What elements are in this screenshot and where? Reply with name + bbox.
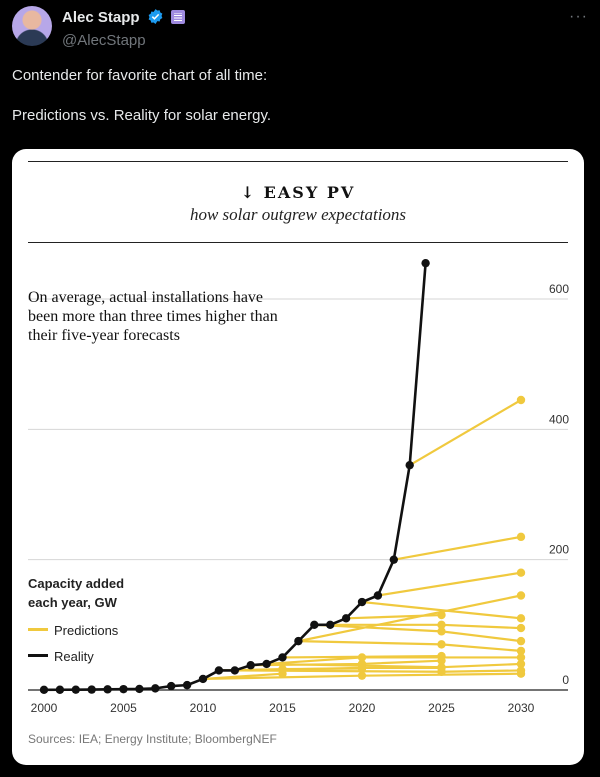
prediction-line xyxy=(393,535,522,561)
reality-point xyxy=(294,636,303,646)
reality-point xyxy=(182,680,192,690)
reality-point xyxy=(405,460,414,470)
prediction-point xyxy=(437,640,446,649)
prediction-point xyxy=(516,532,526,542)
reality-point xyxy=(373,591,383,600)
prediction-point xyxy=(516,666,526,675)
chart-source: Sources: IEA; Energy Institute; Bloomber… xyxy=(28,732,277,746)
reality-point xyxy=(87,685,96,694)
chart-annotation: On average, actual installations have be… xyxy=(28,289,278,344)
reality-point xyxy=(341,614,351,623)
reality-point xyxy=(71,685,80,694)
prediction-point xyxy=(516,659,526,669)
prediction-point xyxy=(437,627,446,636)
tweet-text-line: Predictions vs. Reality for solar energy… xyxy=(12,107,271,124)
verified-badge-icon[interactable] xyxy=(147,8,164,30)
reality-point xyxy=(230,666,239,675)
reality-point xyxy=(103,685,112,694)
reality-point xyxy=(262,659,271,669)
y-tick-label: 600 xyxy=(549,282,569,296)
reality-point xyxy=(119,684,128,694)
legend-item-reality: Reality xyxy=(28,649,94,664)
prediction-point xyxy=(516,646,526,656)
chart-plot: 0 200 400 600 2000 2005 2010 2015 2020 2025 2030 xyxy=(28,258,569,715)
prediction-point xyxy=(437,651,446,661)
tweet-header: Alec Stapp @AlecStapp ··· xyxy=(12,6,588,50)
y-tick-label: 400 xyxy=(549,412,569,426)
prediction-line xyxy=(361,600,522,620)
x-tick-label: 2025 xyxy=(428,701,455,715)
prediction-line xyxy=(266,662,522,669)
prediction-point xyxy=(437,620,446,630)
top-rule xyxy=(28,161,568,162)
legend-item-predictions: Predictions xyxy=(28,623,118,638)
reality-point xyxy=(278,653,287,662)
prediction-line xyxy=(377,571,522,597)
prediction-point xyxy=(516,395,526,405)
reality-point xyxy=(39,685,49,695)
legend-swatch-predictions xyxy=(28,628,48,631)
reality-point xyxy=(421,258,430,268)
chart-image[interactable]: 0 200 400 600 2000 2005 2010 2015 2020 2025 2030 ↓… xyxy=(12,149,584,765)
affiliation-badge-icon[interactable] xyxy=(171,10,186,24)
legend-label: Predictions xyxy=(54,623,119,638)
reality-point xyxy=(55,685,65,694)
prediction-point xyxy=(516,614,526,623)
reality-point xyxy=(246,661,255,670)
tweet-text: Contender for favorite chart of all time… xyxy=(12,66,271,126)
legend-label: Reality xyxy=(54,649,94,664)
more-options-icon[interactable]: ··· xyxy=(569,8,588,25)
reality-point xyxy=(167,681,176,691)
x-tick-label: 2020 xyxy=(349,701,376,715)
prediction-line xyxy=(298,640,522,652)
x-tick-label: 2010 xyxy=(190,701,217,715)
reality-point xyxy=(310,620,319,630)
avatar[interactable] xyxy=(12,6,52,46)
prediction-point xyxy=(357,671,367,680)
prediction-line xyxy=(409,399,522,467)
chart-title: ↓ EASY PV xyxy=(240,183,356,202)
reality-point xyxy=(198,674,208,684)
prediction-line xyxy=(234,669,522,673)
legend-swatch-reality xyxy=(28,654,48,657)
reality-point xyxy=(151,684,160,693)
prediction-point xyxy=(516,636,526,646)
handle[interactable]: @AlecStapp xyxy=(62,32,146,49)
tweet-text-line: Contender for favorite chart of all time… xyxy=(12,67,268,84)
reality-point xyxy=(357,597,367,607)
y-tick-label: 200 xyxy=(549,543,569,557)
x-tick-label: 2005 xyxy=(110,701,137,715)
prediction-point xyxy=(437,662,446,672)
prediction-point xyxy=(516,568,526,577)
author-block: Alec Stapp @AlecStapp xyxy=(62,8,186,49)
reality-point xyxy=(326,620,335,630)
x-tick-label: 2030 xyxy=(508,701,535,715)
reality-point xyxy=(389,555,398,564)
x-tick-label: 2000 xyxy=(31,701,58,715)
reality-point xyxy=(135,684,144,694)
prediction-point xyxy=(516,591,526,600)
legend-title: Capacity added each year, GW xyxy=(28,576,125,610)
display-name[interactable]: Alec Stapp xyxy=(62,9,140,26)
x-tick-label: 2015 xyxy=(269,701,296,715)
reality-point xyxy=(214,666,224,675)
prediction-line xyxy=(282,655,442,659)
y-tick-label: 0 xyxy=(562,673,569,687)
chart-subtitle: how solar outgrew expectations xyxy=(189,205,407,224)
title-rule xyxy=(28,242,568,243)
prediction-point xyxy=(516,623,526,633)
prediction-line xyxy=(298,594,522,643)
prediction-point xyxy=(516,653,526,662)
